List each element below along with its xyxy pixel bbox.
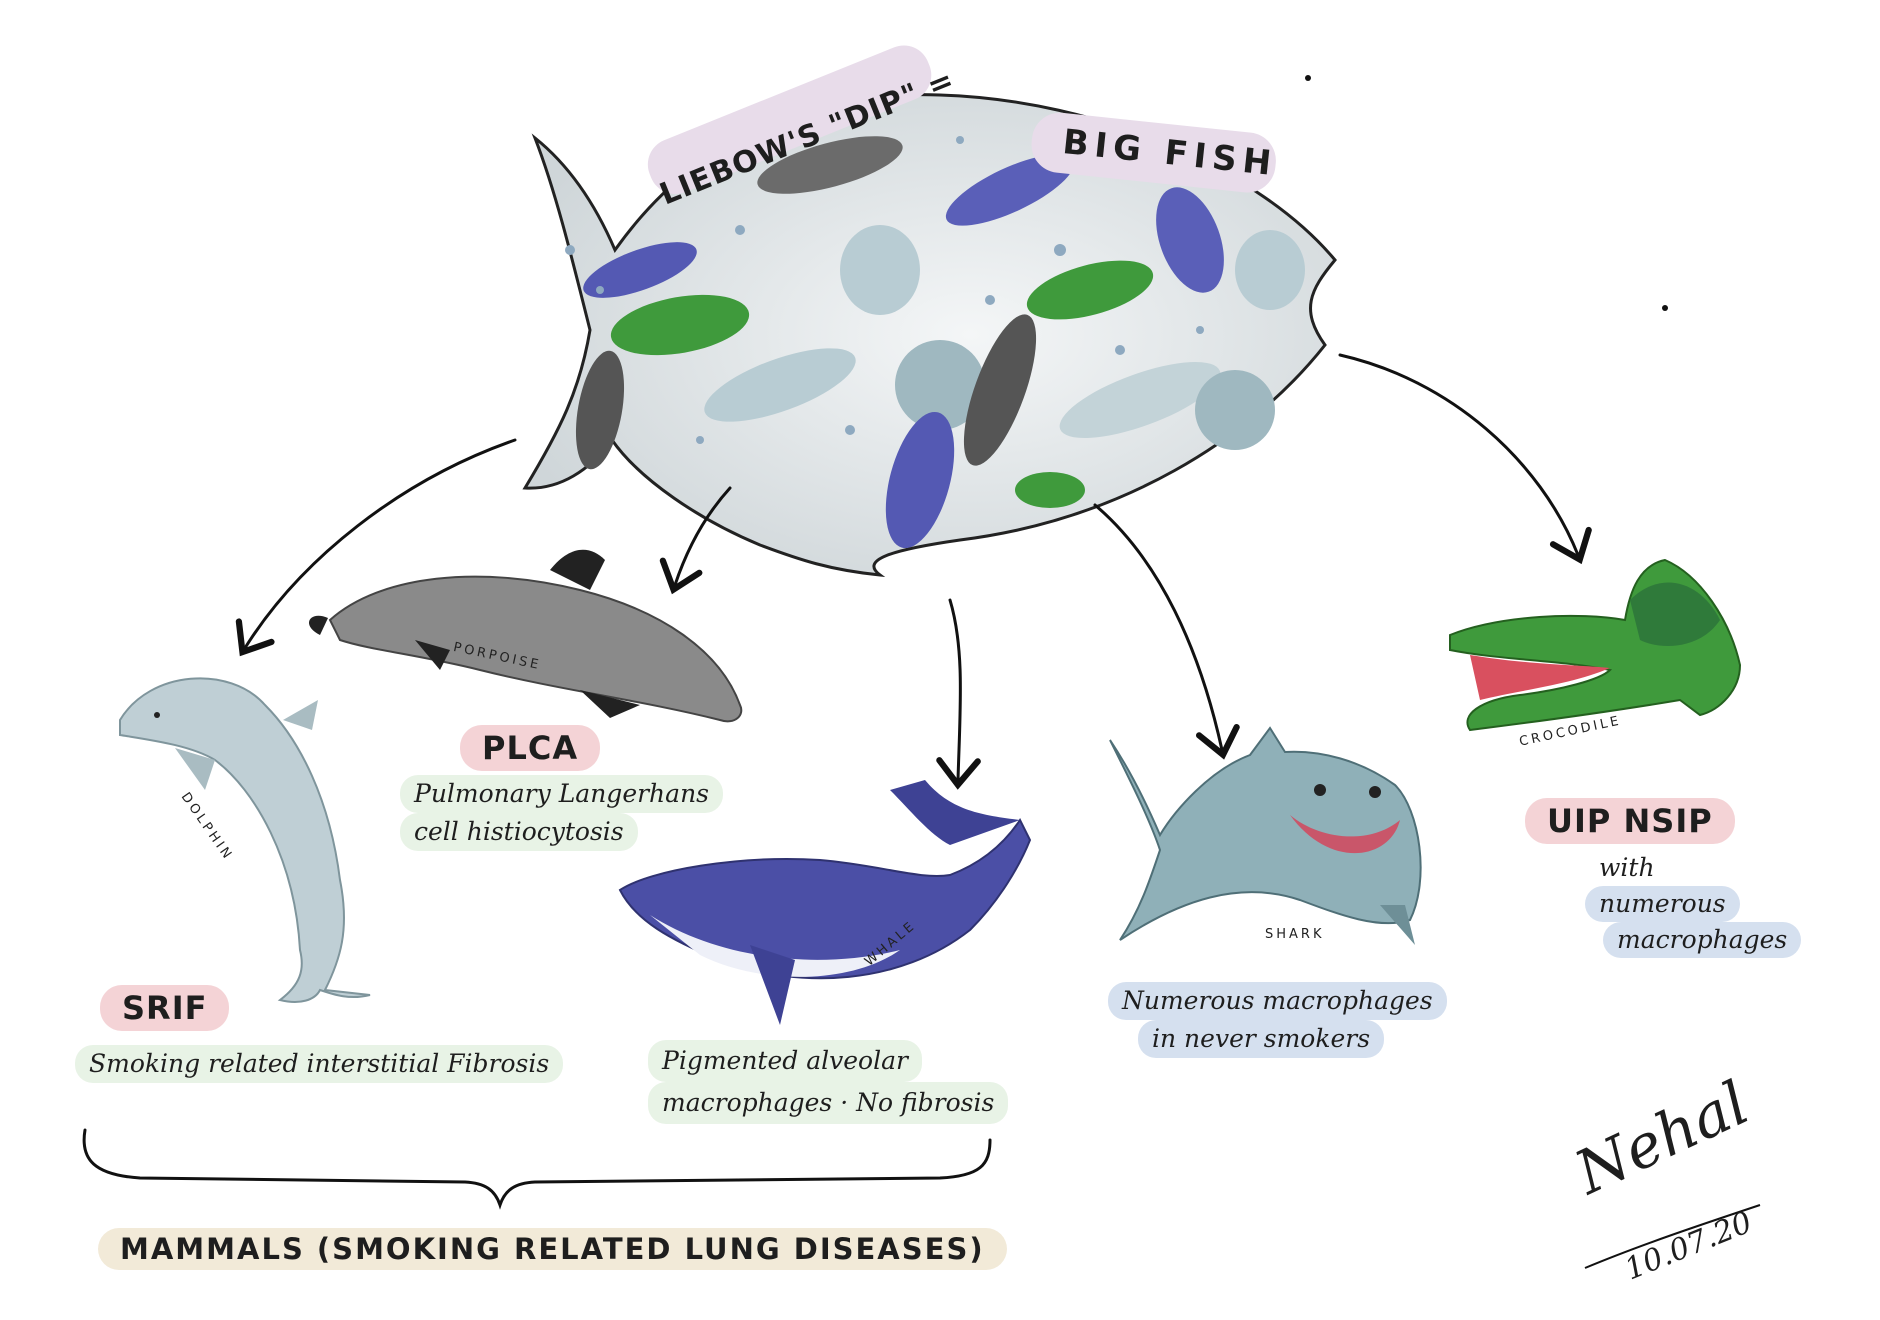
arrow-to-shark <box>1093 503 1240 760</box>
plca-title: PLCA <box>460 725 601 771</box>
whale-description-line-1: Pigmented alveolar <box>648 1040 922 1082</box>
uip-nsip-title: UIP NSIP <box>1525 798 1735 844</box>
porpoise-illustration <box>308 549 743 723</box>
whale-description-line-2: macrophages · No fibrosis <box>648 1082 1009 1124</box>
uip-nsip-description-line-1: with <box>1585 850 1669 886</box>
big-fish-illustration <box>522 75 1668 578</box>
animal-label-shark: SHARK <box>1265 927 1325 942</box>
mammals-label: MAMMALS (SMOKING RELATED LUNG DISEASES) <box>98 1228 1007 1270</box>
plca-description: Pulmonary Langerhans cell histiocytosis <box>400 775 723 851</box>
shark-illustration <box>1109 726 1422 945</box>
mammals-brace <box>82 1128 992 1210</box>
title-left-highlight <box>647 45 932 195</box>
plca-description-line-1: Pulmonary Langerhans <box>400 775 723 813</box>
uip-nsip-description: with numerous macrophages <box>1585 850 1802 958</box>
srif-description-line-1: Smoking related interstitial Fibrosis <box>75 1045 564 1083</box>
arrow-to-whale <box>936 598 981 790</box>
title-right-highlight <box>1031 112 1276 193</box>
srif-title: SRIF <box>100 985 230 1031</box>
arrow-to-porpoise <box>659 486 732 595</box>
arrow-to-crocodile <box>1338 353 1592 565</box>
uip-nsip-description-line-2: numerous <box>1585 886 1740 922</box>
whale-description: Pigmented alveolar macrophages · No fibr… <box>648 1040 1009 1124</box>
shark-description-line-2: in never smokers <box>1138 1020 1385 1058</box>
shark-description: Numerous macrophages in never smokers <box>1108 982 1447 1058</box>
dolphin-illustration <box>119 677 371 1003</box>
arrows <box>235 353 1592 790</box>
uip-nsip-description-line-3: macrophages <box>1603 922 1802 958</box>
arrow-to-dolphin <box>235 438 517 657</box>
srif-description: Smoking related interstitial Fibrosis <box>75 1045 564 1083</box>
signature-underline <box>1584 1204 1761 1269</box>
crocodile-illustration <box>1449 558 1742 732</box>
plca-description-line-2: cell histiocytosis <box>400 813 638 851</box>
fish-pattern <box>565 136 1305 549</box>
shark-description-line-1: Numerous macrophages <box>1108 982 1447 1020</box>
whale-illustration <box>618 780 1032 1025</box>
